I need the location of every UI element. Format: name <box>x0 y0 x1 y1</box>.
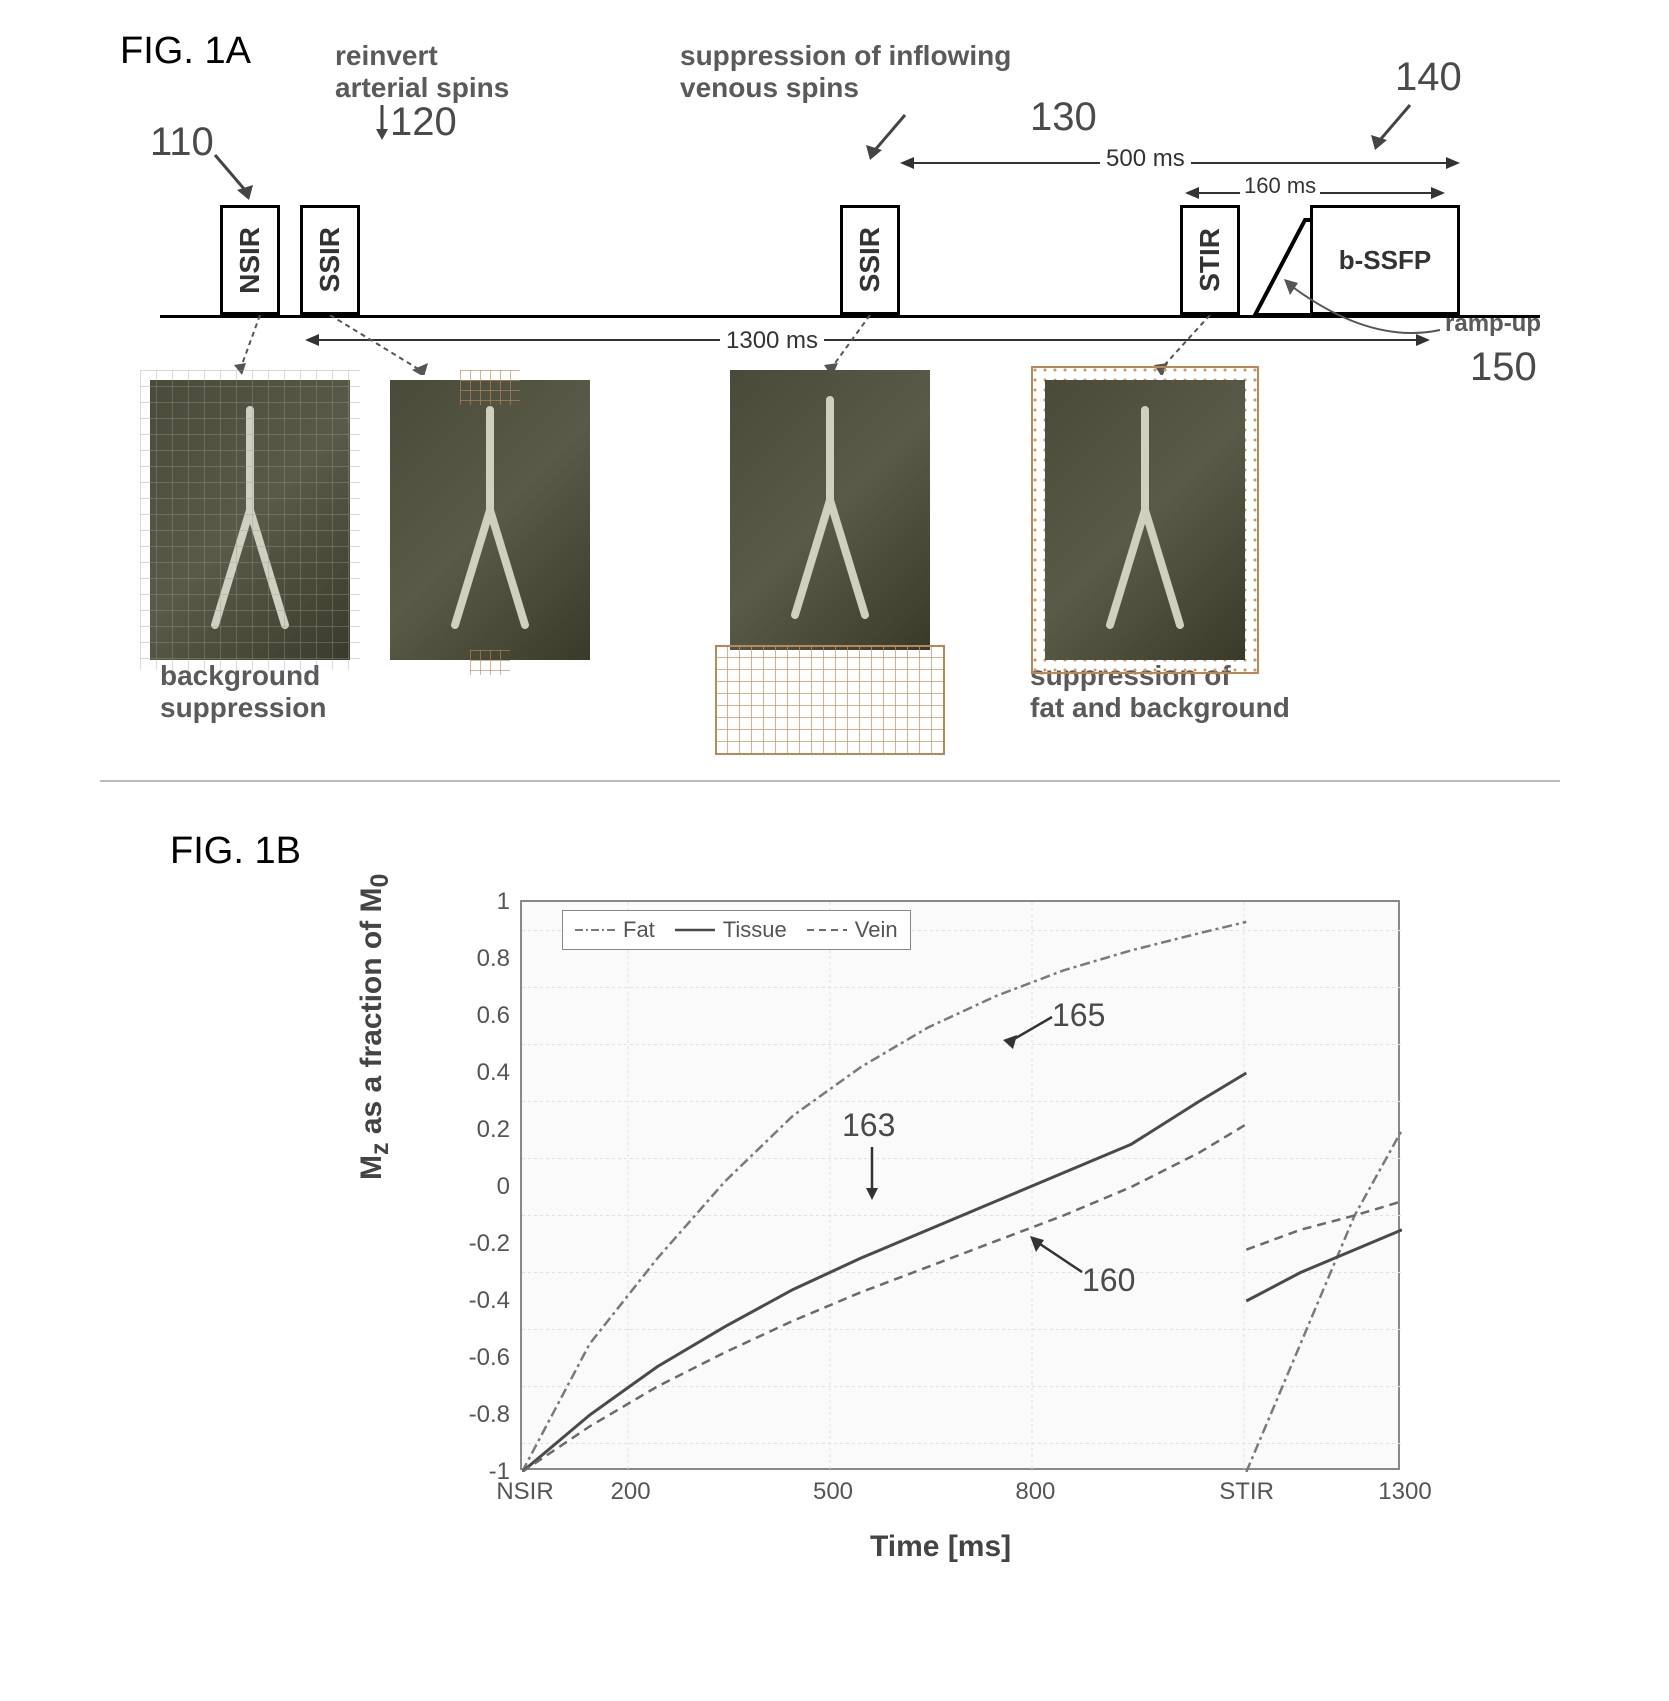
mri-image-stir <box>1030 365 1260 675</box>
pulse-nsir: NSIR <box>220 205 280 315</box>
annotation-venous: suppression of inflowing venous spins <box>680 40 1011 104</box>
callout-165: 165 <box>1052 997 1105 1034</box>
ytick-label: 0.6 <box>450 1002 510 1030</box>
panel-divider <box>100 780 1560 782</box>
mri-image-ssir2 <box>720 370 940 750</box>
connector-ssir1-icon <box>320 315 440 375</box>
chart-plot-area: Fat Tissue Vein 165 163 160 <box>520 900 1400 1470</box>
connector-rampup-icon <box>1280 275 1450 345</box>
ytick-label: -0.2 <box>450 1230 510 1258</box>
callout-130: 130 <box>1030 95 1097 140</box>
arrow-163-icon <box>857 1142 887 1202</box>
annotation-reinvert: reinvert arterial spins <box>335 40 509 104</box>
pulse-ssir1: SSIR <box>300 205 360 315</box>
xtick-label: 500 <box>798 1478 868 1506</box>
ytick-label: -0.4 <box>450 1287 510 1315</box>
pulse-nsir-label: NSIR <box>234 227 266 294</box>
xtick-label: NSIR <box>490 1478 560 1506</box>
xtick-label: 800 <box>1000 1478 1070 1506</box>
ytick-label: -0.8 <box>450 1401 510 1429</box>
fig-1a-label: FIG. 1A <box>120 30 251 73</box>
mri-image-nsir <box>140 370 360 670</box>
measure-500ms-text: 500 ms <box>1100 145 1191 173</box>
pulse-ssir1-label: SSIR <box>314 227 346 292</box>
xtick-label: STIR <box>1212 1478 1282 1506</box>
callout-150: 150 <box>1470 345 1537 390</box>
arrow-165-icon <box>997 1007 1057 1052</box>
pulse-bssfp-label: b-SSFP <box>1339 245 1431 276</box>
x-axis-label: Time [ms] <box>870 1530 1011 1564</box>
ytick-label: 1 <box>450 888 510 916</box>
xtick-label: 1300 <box>1370 1478 1440 1506</box>
arrow-110-icon <box>205 145 260 205</box>
callout-163: 163 <box>842 1107 895 1144</box>
panel-a: 110 120 130 140 150 reinvert arterial sp… <box>160 70 1560 750</box>
arrow-160-icon <box>1022 1232 1092 1282</box>
arrow-reinvert-icon <box>370 105 395 140</box>
y-axis-label: Mz as a fraction of M0 <box>355 780 395 1180</box>
ytick-label: 0 <box>450 1173 510 1201</box>
measure-1300ms-text: 1300 ms <box>720 327 824 355</box>
chart-curves <box>522 902 1402 1472</box>
callout-120: 120 <box>390 100 457 145</box>
connector-nsir-icon <box>230 315 270 375</box>
pulse-stir: STIR <box>1180 205 1240 315</box>
connector-ssir2-icon <box>810 315 890 375</box>
measure-160ms-text: 160 ms <box>1240 173 1320 199</box>
panel-b-chart: Fat Tissue Vein 165 163 160 Mz as a frac… <box>340 830 1490 1610</box>
pulse-ssir2-label: SSIR <box>854 227 886 292</box>
ytick-label: 0.8 <box>450 945 510 973</box>
fig-1b-label: FIG. 1B <box>170 830 301 873</box>
ytick-label: -0.6 <box>450 1344 510 1372</box>
callout-140: 140 <box>1395 55 1462 100</box>
ytick-label: 0.2 <box>450 1116 510 1144</box>
pulse-stir-label: STIR <box>1194 228 1226 292</box>
pulse-ssir2: SSIR <box>840 205 900 315</box>
ytick-label: 0.4 <box>450 1059 510 1087</box>
xtick-label: 200 <box>596 1478 666 1506</box>
mri-image-ssir1 <box>380 370 600 670</box>
